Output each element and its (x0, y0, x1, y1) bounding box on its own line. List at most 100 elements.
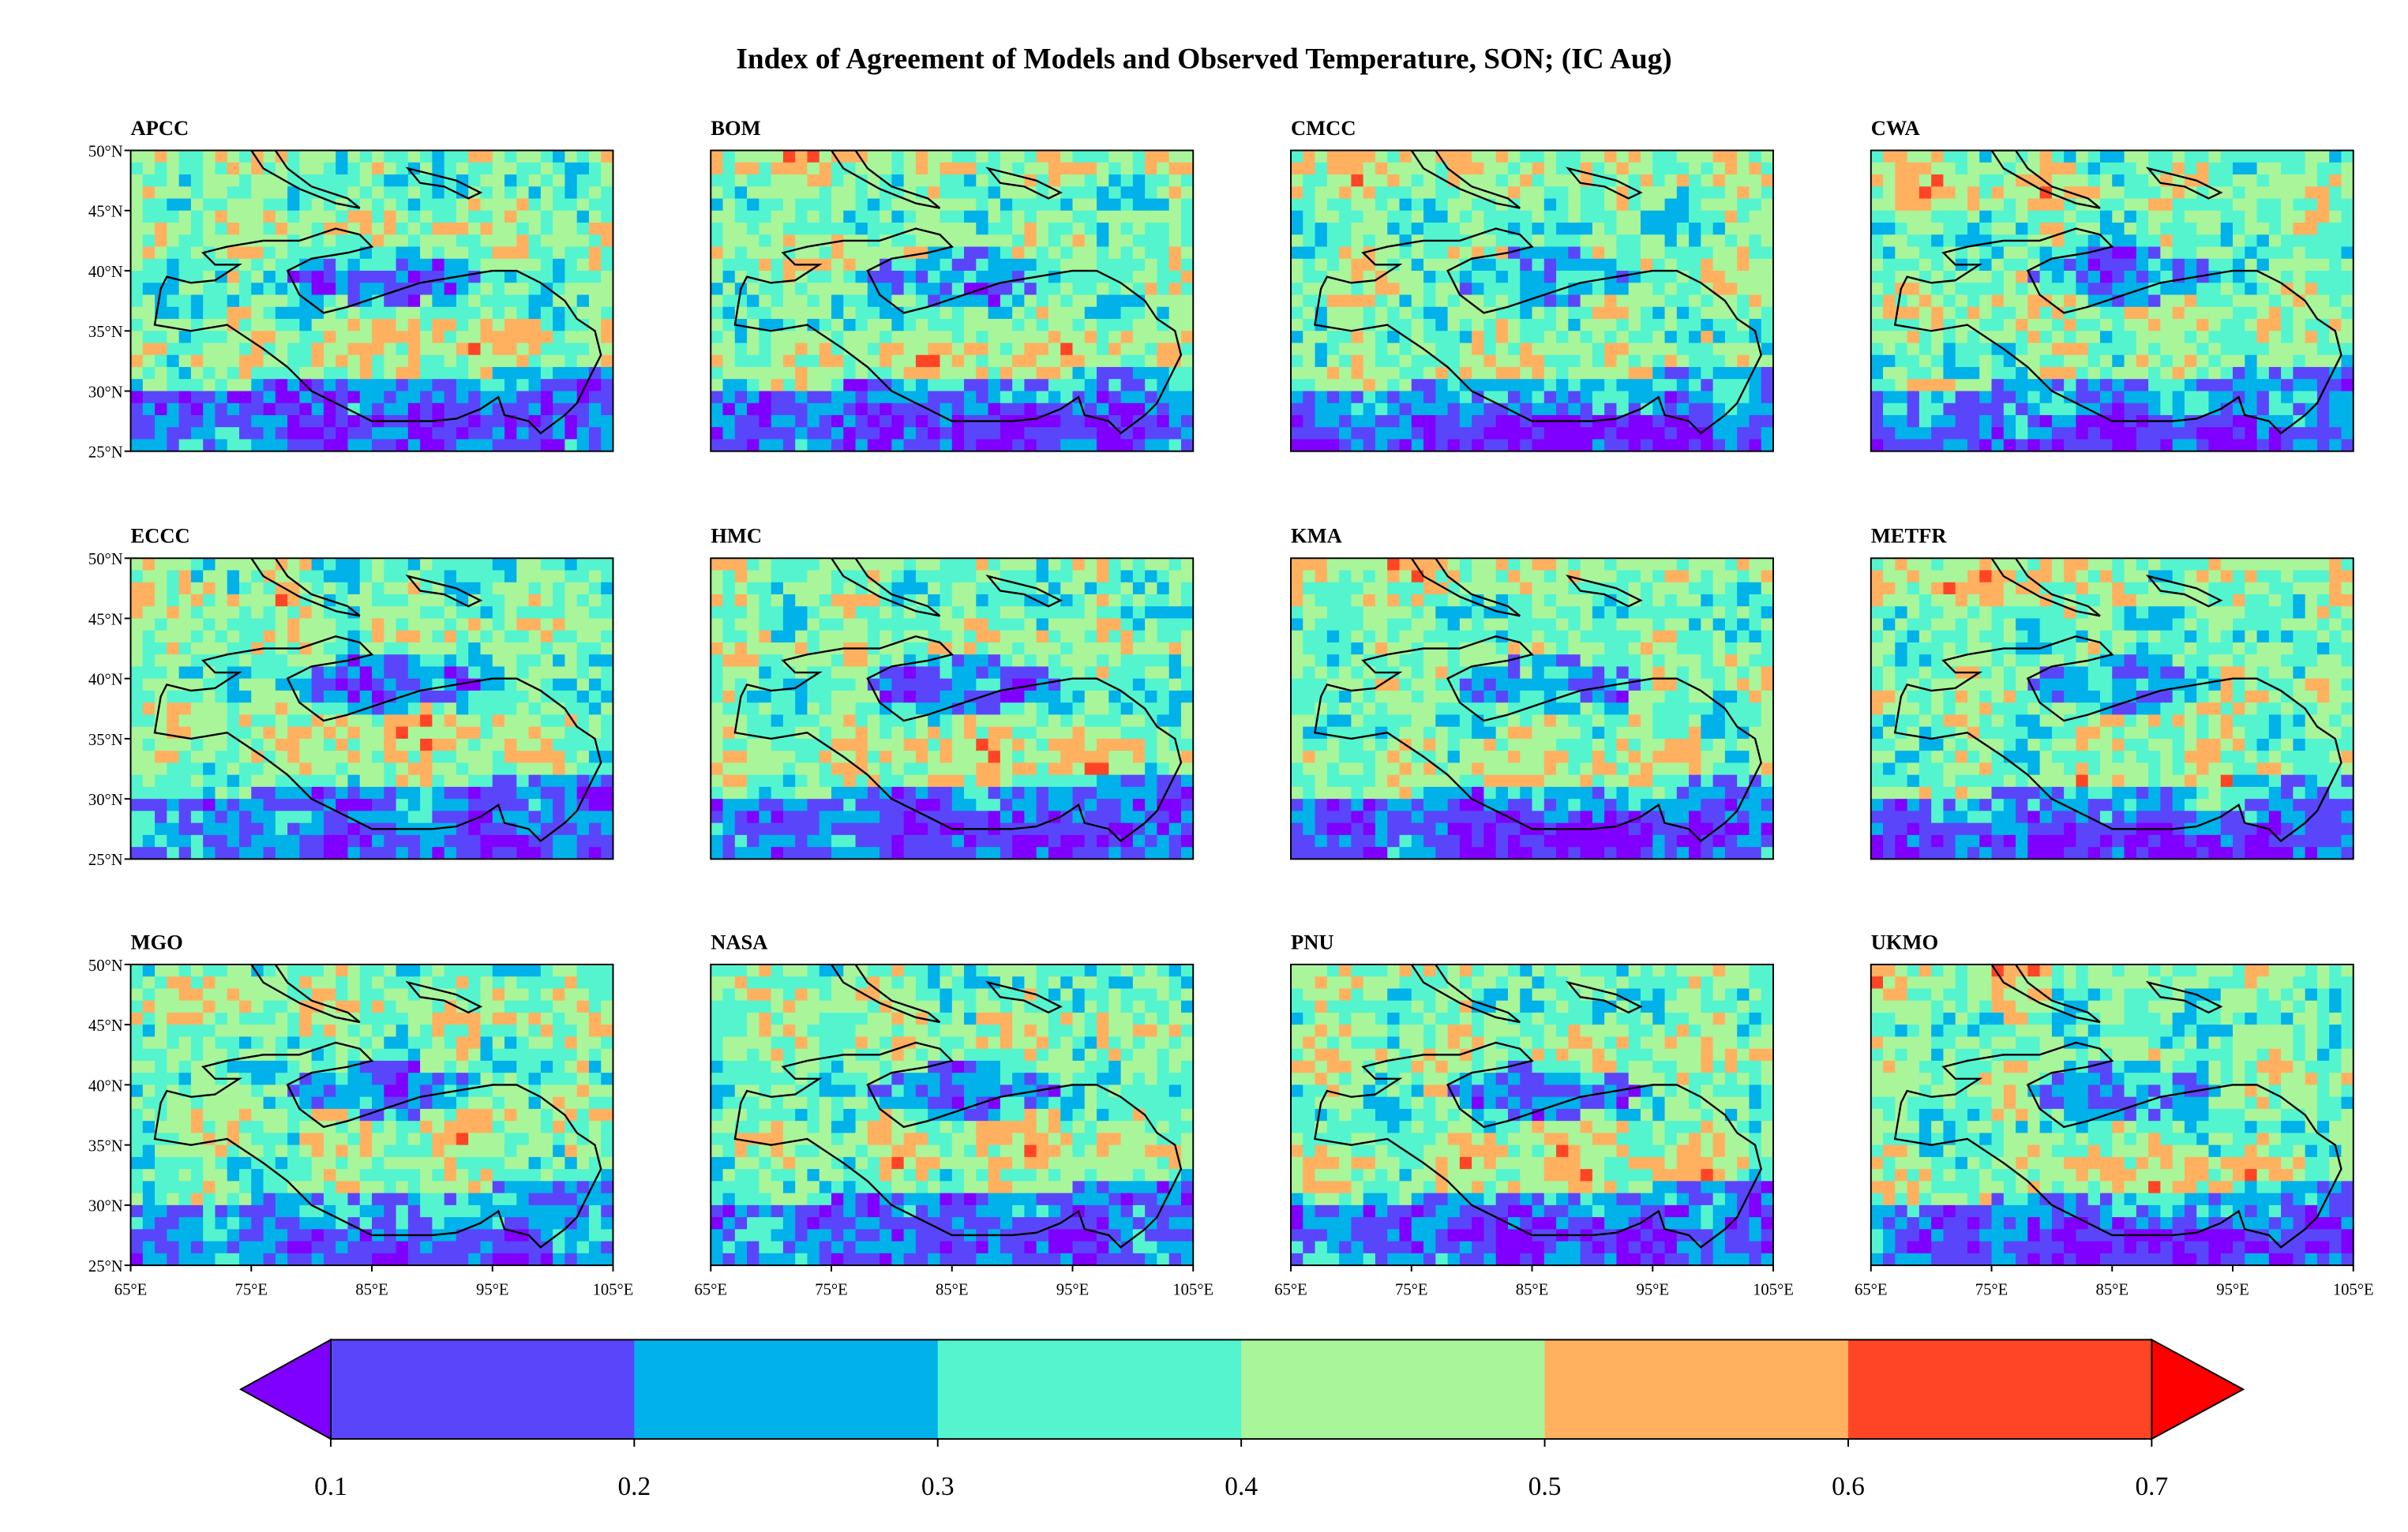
contour-cell (2076, 210, 2089, 223)
contour-cell (287, 786, 301, 800)
contour-cell (1180, 234, 1194, 248)
contour-cell (1483, 234, 1497, 248)
contour-cell (359, 822, 373, 836)
contour-cell (178, 690, 192, 703)
contour-cell (1351, 271, 1364, 284)
contour-cell (1883, 150, 1896, 163)
contour-cell (1737, 223, 1750, 236)
contour-cell (167, 150, 180, 163)
contour-cell (155, 786, 168, 800)
contour-cell (1919, 427, 1932, 440)
region-boundary (1893, 227, 2342, 435)
contour-cell (178, 294, 192, 308)
contour-cell (1749, 439, 1762, 451)
contour-cell (2184, 186, 2197, 200)
contour-cell (1543, 246, 1557, 260)
contour-cell (1919, 210, 1932, 223)
contour-cell (564, 318, 578, 332)
contour-cell (1303, 223, 1316, 236)
contour-cell (480, 799, 493, 812)
contour-cell (407, 439, 421, 451)
contour-cell (915, 210, 928, 223)
contour-cell (1399, 223, 1412, 236)
contour-cell (456, 427, 470, 440)
contour-cell (540, 186, 553, 200)
contour-cell (1435, 414, 1449, 428)
contour-cell (880, 391, 893, 404)
contour-cell (155, 751, 168, 764)
contour-cell (359, 162, 373, 175)
contour-cell (734, 343, 748, 356)
contour-cell (1568, 198, 1581, 212)
contour-cell (1399, 283, 1412, 296)
contour-cell (456, 331, 470, 344)
contour-cell (275, 391, 288, 404)
contour-cell (1979, 150, 1993, 163)
contour-cell (1640, 210, 1654, 223)
contour-cell (142, 762, 156, 776)
contour-cell (480, 642, 493, 655)
contour-cell (1907, 174, 1920, 188)
contour-cell (540, 379, 553, 392)
contour-cell (203, 258, 216, 272)
contour-cell (1616, 294, 1630, 308)
contour-cell (275, 726, 288, 740)
contour-cell (1761, 174, 1773, 188)
contour-cell (1291, 403, 1304, 416)
contour-cell (251, 391, 264, 404)
contour-cell (711, 234, 724, 248)
contour-cell (1664, 186, 1678, 200)
contour-cell (831, 283, 845, 296)
contour-cell (263, 186, 276, 200)
contour-cell (1000, 318, 1013, 332)
contour-cell (951, 223, 965, 236)
contour-cell (576, 774, 590, 788)
contour-cell (456, 439, 470, 451)
contour-cell (1024, 186, 1037, 200)
contour-cell (299, 258, 313, 272)
contour-cell (1423, 306, 1437, 320)
contour-cell (468, 162, 482, 175)
contour-cell (468, 379, 482, 392)
contour-cell (492, 558, 505, 571)
contour-cell (1157, 366, 1170, 380)
contour-cell (747, 150, 760, 163)
contour-cell (2196, 379, 2210, 392)
contour-cell (456, 379, 470, 392)
contour-cell (1919, 414, 1932, 428)
contour-cell (492, 258, 505, 272)
contour-cell (347, 186, 361, 200)
contour-cell (347, 594, 361, 608)
contour-cell (782, 210, 796, 223)
contour-cell (1339, 234, 1352, 248)
contour-cell (2039, 331, 2053, 344)
contour-cell (540, 414, 553, 428)
contour-cell (601, 186, 613, 200)
contour-cell (1072, 379, 1086, 392)
contour-cell (601, 283, 613, 296)
contour-cell (203, 786, 216, 800)
contour-cell (2208, 306, 2222, 320)
contour-cell (1459, 439, 1472, 451)
contour-cell (347, 150, 361, 163)
contour-cell (964, 343, 977, 356)
contour-cell (190, 786, 204, 800)
contour-cell (299, 678, 313, 691)
contour-cell (1652, 343, 1666, 356)
contour-cell (1520, 306, 1533, 320)
contour-cell (1303, 198, 1316, 212)
contour-cell (2220, 366, 2234, 380)
contour-cell (238, 294, 253, 308)
contour-cell (142, 738, 156, 751)
contour-cell (480, 343, 493, 356)
contour-cell (444, 738, 457, 751)
contour-cell (130, 294, 144, 308)
contour-cell (1676, 246, 1690, 260)
contour-cell (819, 246, 832, 260)
contour-cell (2281, 354, 2294, 368)
contour-cell (1411, 283, 1424, 296)
contour-cell (215, 343, 228, 356)
contour-cell (396, 379, 409, 392)
contour-cell (336, 366, 349, 380)
contour-cell (1145, 234, 1158, 248)
